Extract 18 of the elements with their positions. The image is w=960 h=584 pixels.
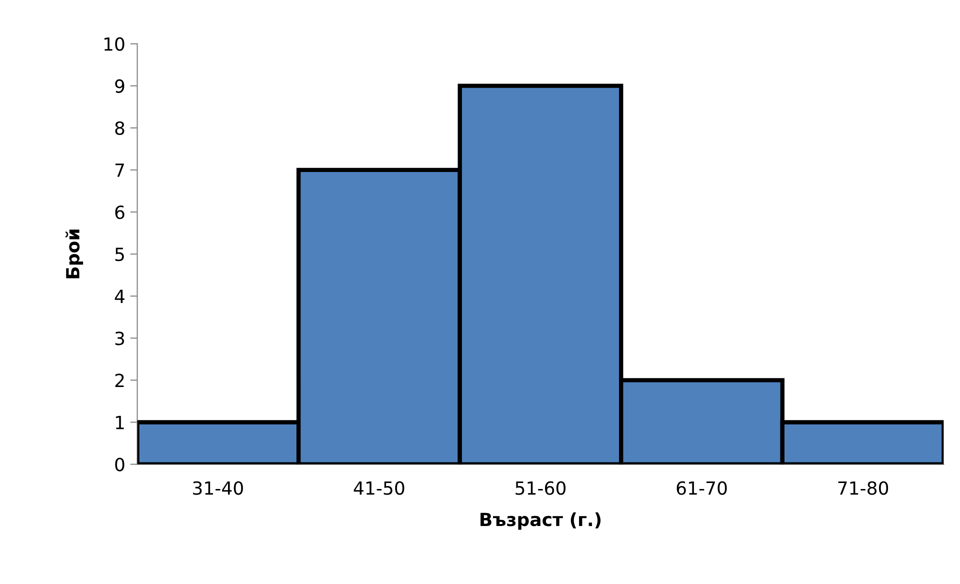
x-tick-label: 61-70	[676, 481, 727, 495]
x-tick-label: 31-40	[193, 481, 243, 495]
y-tick-label: 6	[115, 205, 124, 220]
y-axis-title: Брой	[66, 230, 84, 278]
x-axis-title: Възраст (г.)	[480, 512, 601, 530]
y-tick-label: 0	[115, 458, 124, 472]
y-tick-label: 7	[115, 164, 124, 177]
y-tick-label: 1	[116, 416, 124, 430]
x-tick-label: 51-60	[516, 481, 566, 495]
y-tick-label: 3	[115, 332, 124, 346]
x-tick-label: 41-50	[354, 481, 404, 495]
x-tick-label: 71-80	[838, 481, 888, 495]
y-tick-label: 10	[104, 37, 124, 51]
y-tick-label: 8	[115, 121, 124, 136]
y-tick-label: 5	[115, 248, 124, 262]
y-tick-label: 2	[115, 374, 124, 388]
y-tick-label: 4	[114, 290, 124, 303]
y-tick-label: 9	[115, 79, 124, 93]
